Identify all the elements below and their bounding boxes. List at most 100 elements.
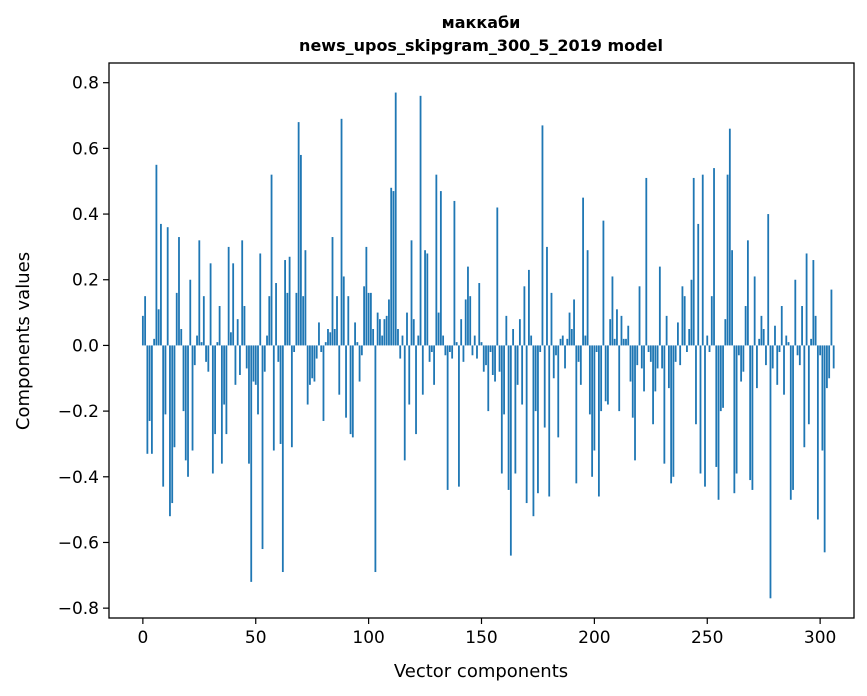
bar (573, 299, 575, 346)
bar (832, 345, 835, 369)
bar (358, 345, 361, 382)
bar (654, 345, 657, 392)
bar (491, 345, 494, 375)
bar (435, 174, 438, 346)
bar (719, 345, 722, 412)
bar (272, 345, 275, 451)
bar (749, 345, 752, 481)
bar (647, 345, 650, 352)
chart-title-line1: маккаби (442, 13, 521, 32)
bar (293, 345, 296, 352)
bar (787, 342, 790, 346)
bar (509, 345, 512, 556)
bar (225, 345, 228, 435)
bar (218, 306, 221, 346)
bar (579, 345, 582, 385)
bar (559, 338, 562, 346)
bar (295, 292, 298, 346)
bar (157, 309, 160, 346)
bar (302, 296, 305, 346)
bar (758, 338, 761, 346)
bar (523, 286, 526, 346)
bar (365, 246, 368, 346)
bar (789, 345, 792, 500)
bar (155, 164, 158, 346)
bar (318, 322, 320, 346)
bar (439, 191, 442, 346)
bar (446, 345, 449, 490)
bar (415, 345, 417, 435)
bar (227, 246, 230, 346)
bar (220, 345, 223, 464)
bar (564, 345, 566, 369)
bar (329, 332, 332, 346)
bar (715, 345, 718, 467)
bar (514, 345, 517, 474)
bar (814, 315, 817, 346)
bar (613, 338, 616, 346)
bar (487, 345, 490, 412)
bar (304, 250, 307, 346)
bar (744, 306, 747, 346)
bar (658, 266, 661, 346)
bar (279, 345, 282, 444)
bar (794, 279, 797, 346)
bar (421, 345, 424, 395)
bar (299, 154, 302, 346)
bar (731, 250, 733, 346)
bar (541, 125, 544, 346)
bar (537, 345, 539, 494)
bar (607, 345, 609, 405)
x-tick-label: 300 (804, 628, 836, 648)
bar (367, 292, 370, 346)
bar (266, 335, 268, 346)
bar (207, 345, 210, 372)
bar (528, 269, 530, 346)
bar (593, 345, 596, 451)
y-tick-label: −0.4 (58, 468, 99, 488)
bar (184, 345, 187, 461)
bar (144, 296, 147, 346)
bar (200, 342, 203, 346)
bar (792, 345, 794, 490)
bar (586, 250, 589, 346)
bar (261, 345, 264, 550)
bar (699, 345, 702, 474)
bar (652, 345, 654, 425)
bar (311, 345, 314, 379)
bar (372, 329, 375, 346)
bar (412, 319, 415, 346)
bar (306, 345, 309, 405)
bar (324, 342, 327, 346)
bar (751, 345, 754, 490)
bar (148, 345, 151, 421)
bar (245, 345, 248, 369)
bar (369, 292, 372, 346)
bar (627, 325, 630, 346)
bar (785, 335, 788, 346)
bar (496, 207, 499, 346)
bar (160, 223, 162, 346)
x-axis-label: Vector components (394, 661, 568, 682)
bar (178, 237, 180, 346)
bar (288, 256, 291, 346)
bar (248, 345, 250, 464)
bar (327, 329, 329, 346)
bar (489, 345, 492, 352)
bar (767, 214, 770, 346)
bar (313, 345, 316, 382)
bar (532, 345, 535, 517)
bar (363, 286, 366, 346)
bar (250, 345, 253, 582)
bar (819, 345, 822, 356)
bar (706, 335, 709, 346)
x-tick-label: 150 (465, 628, 497, 648)
bar (173, 345, 176, 448)
bar (584, 335, 587, 346)
bar (331, 237, 334, 346)
bar (570, 329, 573, 346)
bar (737, 345, 740, 356)
bar (505, 315, 508, 346)
bar (704, 345, 706, 487)
